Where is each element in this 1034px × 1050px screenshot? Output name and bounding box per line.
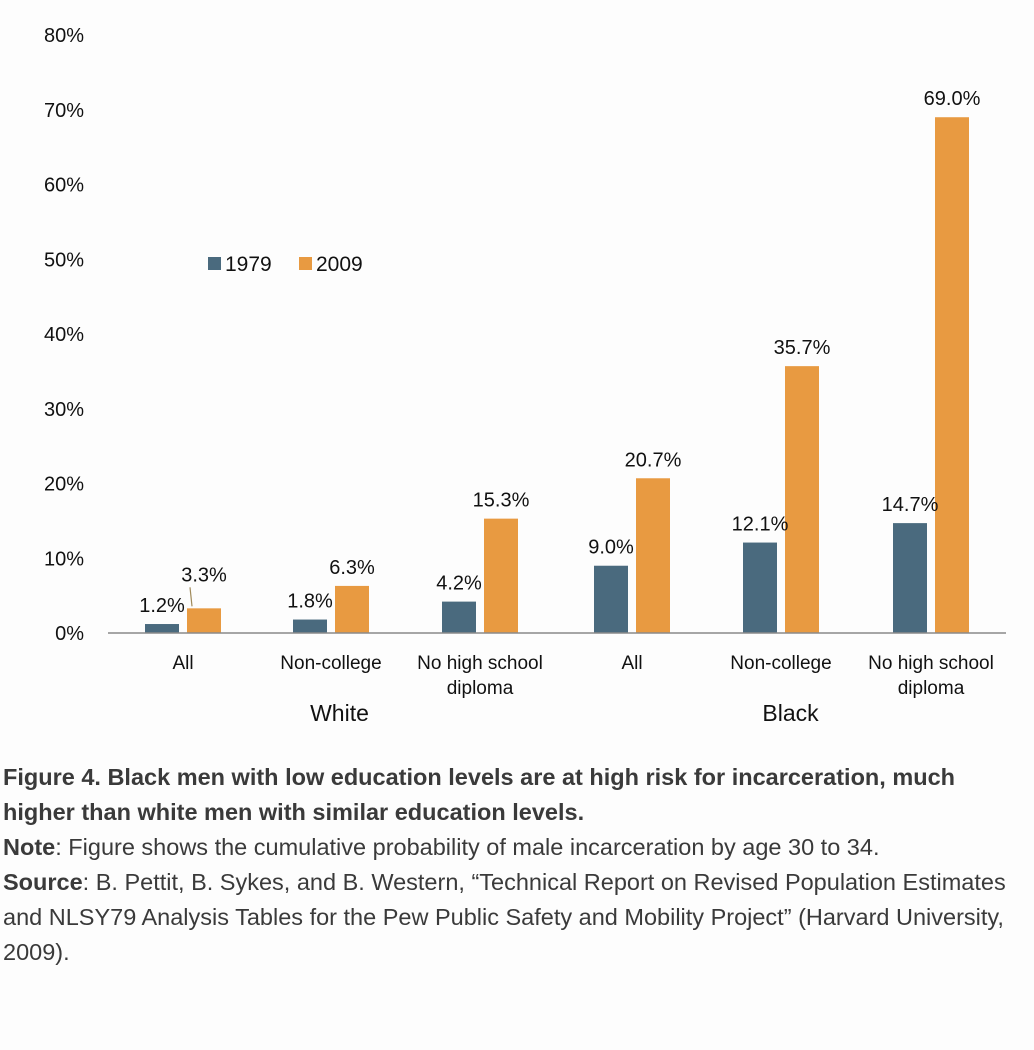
x-tick-label: Non-college (730, 653, 831, 674)
data-label: 35.7% (774, 337, 831, 359)
bar-1979-4 (594, 565, 628, 633)
data-label: 1.2% (139, 595, 185, 617)
source-text: : B. Pettit, B. Sykes, and B. Western, “… (3, 869, 1006, 965)
legend-swatch-1979 (208, 257, 221, 270)
x-axis-ticks: All Non-college No high school diploma All No… (172, 653, 993, 699)
data-label: 6.3% (329, 557, 375, 579)
data-label: 14.7% (882, 494, 939, 516)
y-axis-ticks: 0% 10% 20% 30% 40% 50% 60% 70% 80% (44, 25, 84, 645)
data-label: 1.8% (287, 591, 333, 613)
note-label: Note (3, 834, 56, 860)
data-label: 69.0% (924, 88, 981, 110)
x-tick-label: All (621, 653, 642, 674)
caption-note: Note: Figure shows the cumulative probab… (3, 830, 1033, 865)
source-label: Source (3, 869, 83, 895)
x-tick-label: Non-college (280, 653, 381, 674)
data-label: 15.3% (473, 490, 530, 512)
data-label: 12.1% (732, 514, 789, 536)
legend-label: 2009 (316, 253, 363, 276)
group-labels: White Black (310, 700, 819, 726)
bar-2009-4 (636, 478, 670, 633)
bar-2009-3 (484, 518, 518, 633)
bar-1979-3 (442, 601, 476, 633)
bar-1979-1 (145, 624, 179, 633)
data-label: 20.7% (625, 449, 682, 471)
bars (145, 117, 969, 634)
y-tick-label: 0% (55, 623, 84, 645)
bar-1979-2 (293, 619, 327, 633)
bar-2009-5 (785, 366, 819, 633)
leader-line (189, 587, 193, 607)
bar-chart: 0% 10% 20% 30% 40% 50% 60% 70% 80% All Non-colleg… (44, 25, 1006, 726)
data-label: 9.0% (588, 537, 634, 559)
group-label: White (310, 700, 369, 726)
note-text: : Figure shows the cumulative probabilit… (55, 834, 880, 860)
data-labels: 1.2% 1.8% 4.2% 9.0% 12.1% 14.7% 3.3% 6.3% 15.3% 2… (139, 88, 980, 617)
legend-label: 1979 (225, 253, 272, 276)
y-tick-label: 40% (44, 324, 84, 346)
legend-swatch-2009 (299, 257, 312, 270)
group-label: Black (762, 700, 819, 726)
x-tick-label: No high school diploma (868, 653, 994, 699)
data-label: 4.2% (436, 573, 482, 595)
caption-title: Figure 4. Black men with low education l… (3, 764, 956, 825)
x-tick-label: All (172, 653, 193, 674)
y-tick-label: 30% (44, 399, 84, 421)
bar-2009-6 (935, 117, 969, 634)
y-tick-label: 10% (44, 548, 84, 570)
y-tick-label: 50% (44, 249, 84, 271)
bar-2009-1 (187, 608, 221, 633)
y-tick-label: 70% (44, 100, 84, 122)
bar-2009-2 (335, 585, 369, 633)
bar-1979-5 (743, 542, 777, 633)
legend: 1979 2009 (208, 253, 363, 276)
y-tick-label: 20% (44, 474, 84, 496)
y-tick-label: 60% (44, 175, 84, 197)
x-tick-label: No high school diploma (417, 653, 543, 699)
caption-source: Source: B. Pettit, B. Sykes, and B. West… (3, 865, 1033, 970)
data-label: 3.3% (181, 564, 227, 586)
bar-1979-6 (893, 523, 927, 633)
figure-caption: Figure 4. Black men with low education l… (3, 760, 1033, 970)
y-tick-label: 80% (44, 25, 84, 47)
